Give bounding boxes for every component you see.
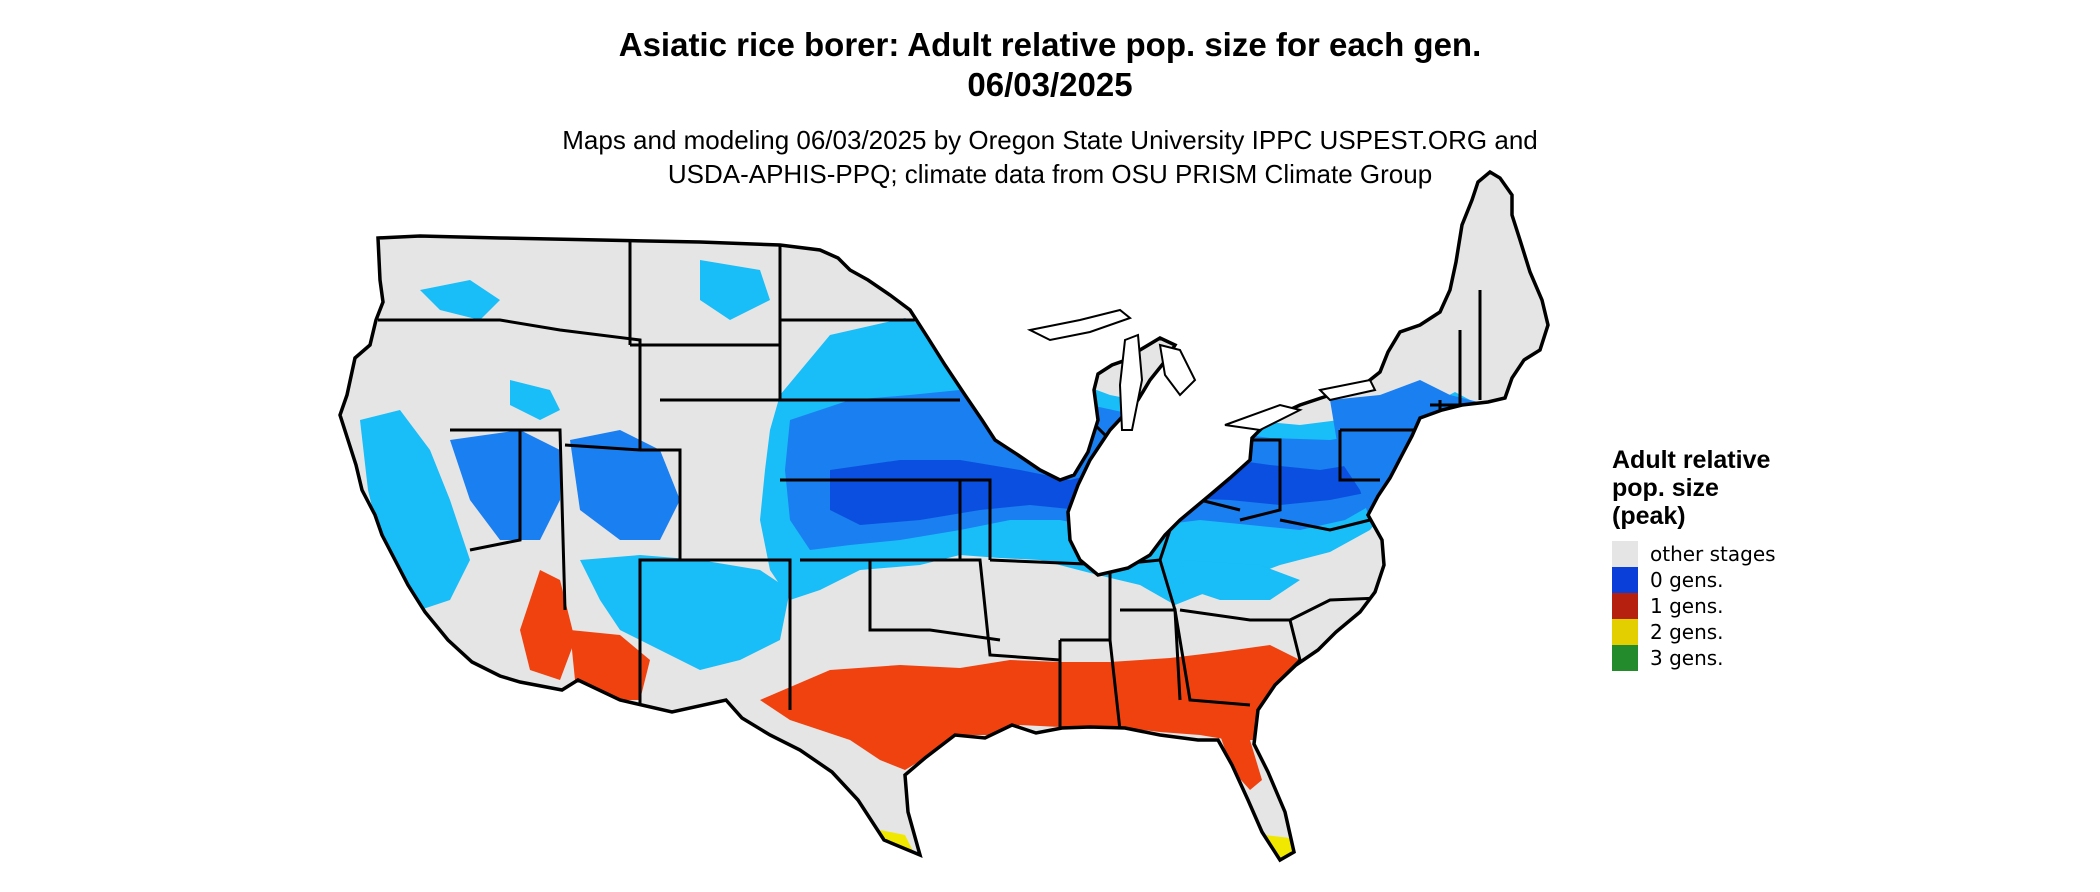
legend-label-3-gens: 3 gens. <box>1650 646 1724 670</box>
zone-blue-nevada <box>450 430 560 540</box>
legend-swatch-other-stages <box>1612 541 1638 567</box>
legend-item-1-gens: 1 gens. <box>1612 593 1724 619</box>
legend-swatch-0-gens <box>1612 567 1638 593</box>
map-title-line-1: Asiatic rice borer: Adult relative pop. … <box>618 26 1482 63</box>
legend-item-other-stages: other stages <box>1612 541 1776 567</box>
lake-ontario <box>1317 378 1377 402</box>
legend-label-0-gens: 0 gens. <box>1650 568 1724 592</box>
zone-orange-southwest-desert <box>520 570 575 680</box>
zone-orange-florida <box>1220 735 1262 790</box>
legend-item-2-gens: 2 gens. <box>1612 619 1724 645</box>
zone-orange-arizona <box>570 630 650 700</box>
legend-swatch-2-gens <box>1612 619 1638 645</box>
zone-blue-utah <box>570 430 680 540</box>
map-subtitle-line-2: USDA-APHIS-PPQ; climate data from OSU PR… <box>667 159 1433 189</box>
legend-title-line-2: pop. size <box>1612 474 1719 502</box>
legend-item-0-gens: 0 gens. <box>1612 567 1724 593</box>
zone-blue-southwest <box>580 555 790 670</box>
legend-swatch-1-gens <box>1612 593 1638 619</box>
lake-huron <box>1158 343 1197 397</box>
legend-title-line-3: (peak) <box>1612 502 1686 530</box>
legend-label-1-gens: 1 gens. <box>1650 594 1724 618</box>
zone-blue-washington <box>420 280 500 320</box>
lake-michigan <box>1118 333 1144 431</box>
zone-blue-montana <box>700 260 770 320</box>
lake-superior <box>1026 308 1133 342</box>
zone-blue-tennessee <box>1180 560 1300 600</box>
map-title-date: 06/03/2025 <box>967 66 1133 103</box>
legend-label-2-gens: 2 gens. <box>1650 620 1724 644</box>
zone-blue-california <box>360 410 470 610</box>
map-subtitle-line-1: Maps and modeling 06/03/2025 by Oregon S… <box>562 125 1538 155</box>
lake-erie <box>1224 403 1303 432</box>
zone-blue-idaho <box>510 380 560 420</box>
legend-swatch-3-gens <box>1612 645 1638 671</box>
legend-item-3-gens: 3 gens. <box>1612 645 1724 671</box>
legend-label-other-stages: other stages <box>1650 542 1776 566</box>
legend-title-line-1: Adult relative <box>1612 446 1771 474</box>
